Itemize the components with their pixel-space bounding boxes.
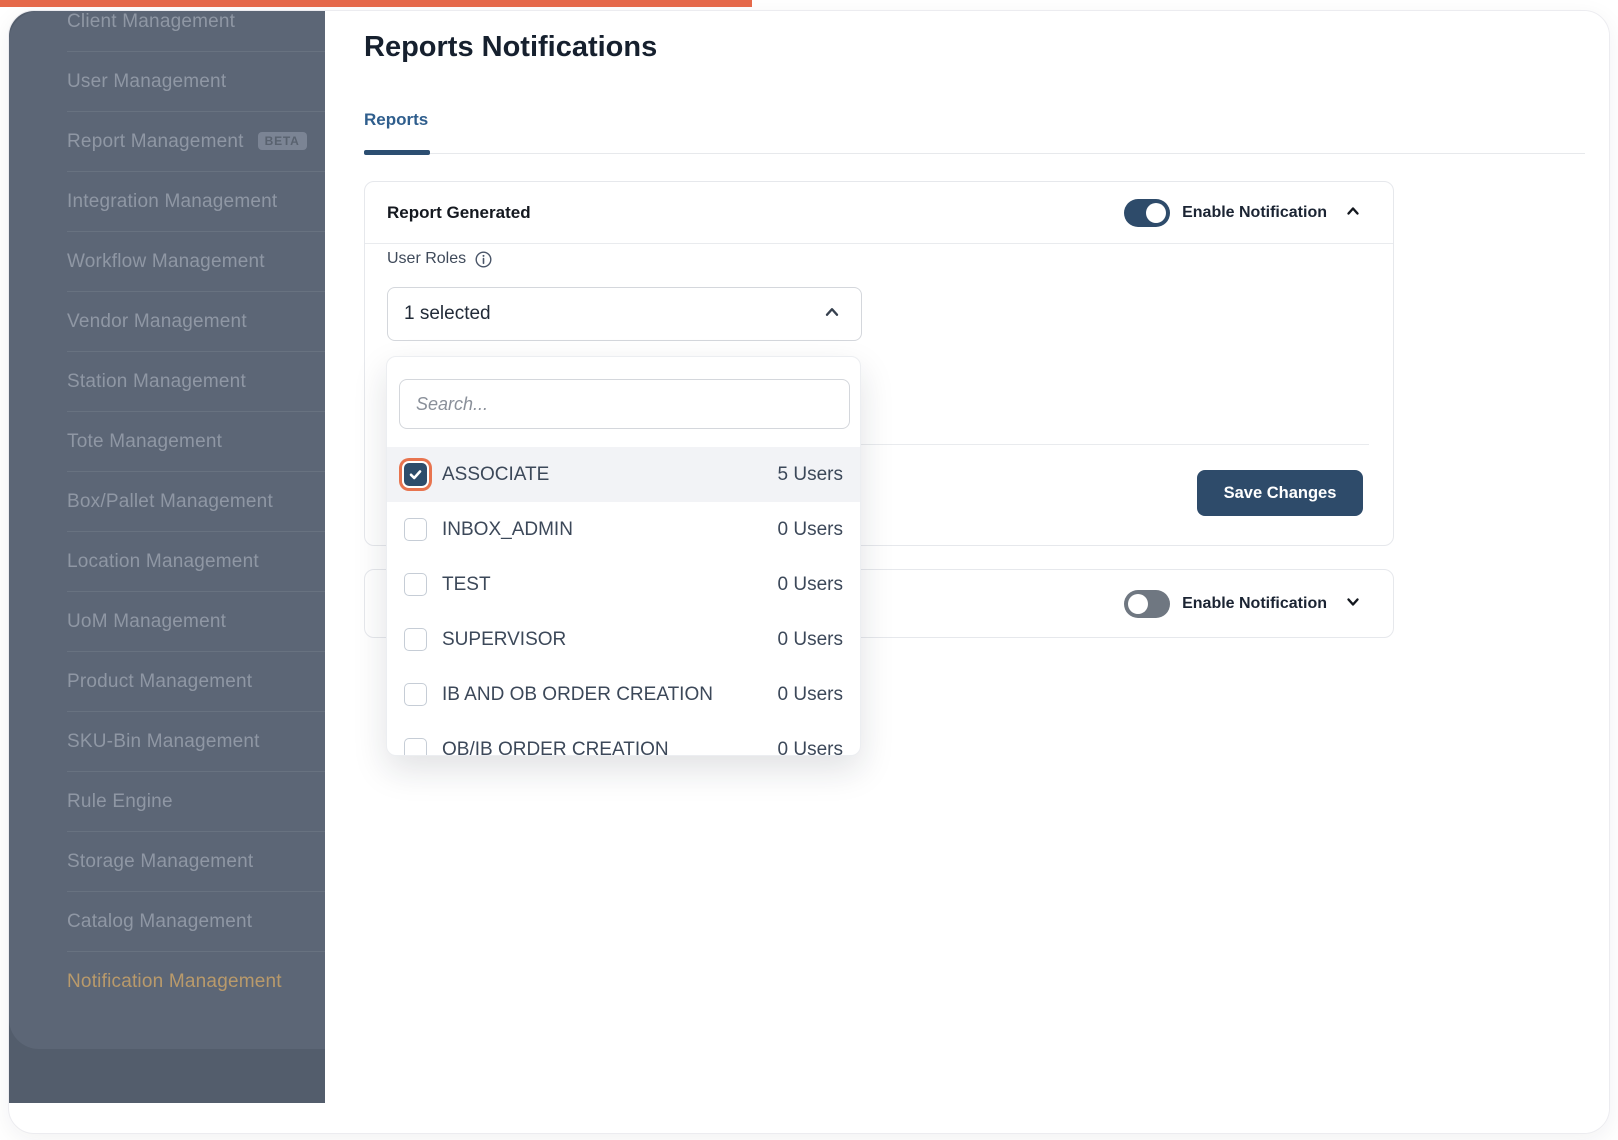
checkbox-icon[interactable]	[404, 628, 427, 651]
sidebar-item-report-management[interactable]: Report Management BETA	[9, 112, 325, 172]
second-card-controls: Enable Notification	[1124, 589, 1363, 618]
role-option-label: ASSOCIATE	[442, 463, 550, 485]
sidebar-menu-list: Client Management User Management Report M…	[9, 11, 325, 1012]
search-input[interactable]	[399, 379, 850, 429]
role-option-label: INBOX_ADMIN	[442, 518, 573, 540]
role-user-count: 0 Users	[777, 518, 843, 540]
save-changes-button[interactable]: Save Changes	[1197, 470, 1363, 516]
sidebar-item-label: Vendor Management	[67, 311, 247, 332]
beta-badge: BETA	[257, 132, 307, 150]
sidebar-item-product-management[interactable]: Product Management	[9, 652, 325, 712]
sidebar-item-catalog-management[interactable]: Catalog Management	[9, 892, 325, 952]
chevron-up-icon	[823, 303, 841, 326]
chevron-down-icon	[1345, 594, 1361, 613]
checkbox-icon[interactable]	[404, 683, 427, 706]
sidebar-item-box-pallet-management[interactable]: Box/Pallet Management	[9, 472, 325, 532]
roles-list: ASSOCIATE 5 Users INBOX_ADMIN 0 Users TEST 0 …	[387, 447, 860, 756]
sidebar-item-label: Notification Management	[67, 971, 282, 992]
sidebar-item-label: Product Management	[67, 671, 253, 692]
role-user-count: 0 Users	[777, 573, 843, 595]
page-title: Reports Notifications	[364, 31, 658, 63]
sidebar: Client Management User Management Report M…	[9, 11, 325, 1103]
user-roles-dropdown: ASSOCIATE 5 Users INBOX_ADMIN 0 Users TEST 0 …	[386, 356, 861, 756]
toggle-knob	[1146, 202, 1167, 223]
sidebar-item-label: User Management	[67, 71, 227, 92]
role-option-label: TEST	[442, 573, 491, 595]
enable-notification-toggle[interactable]	[1124, 589, 1171, 618]
checkbox-icon[interactable]	[404, 573, 427, 596]
user-roles-label: User Roles	[387, 250, 467, 267]
enable-notification-label: Enable Notification	[1182, 203, 1327, 221]
enable-notification-toggle[interactable]	[1124, 198, 1171, 227]
tab-bar-divider	[364, 153, 1585, 154]
sidebar-item-client-management[interactable]: Client Management	[9, 11, 325, 52]
role-option-ib-and-ob-order-creation[interactable]: IB AND OB ORDER CREATION 0 Users	[387, 667, 860, 722]
sidebar-menu-panel: Client Management User Management Report M…	[9, 11, 325, 1049]
sidebar-item-user-management[interactable]: User Management	[9, 52, 325, 112]
role-user-count: 5 Users	[777, 463, 843, 485]
checkbox-checked-icon[interactable]	[404, 463, 427, 486]
chevron-up-icon	[1345, 203, 1361, 222]
sidebar-item-label: Box/Pallet Management	[67, 491, 273, 512]
sidebar-item-label: Tote Management	[67, 431, 223, 452]
sidebar-item-station-management[interactable]: Station Management	[9, 352, 325, 412]
loading-progress-bar	[0, 0, 752, 7]
sidebar-item-tote-management[interactable]: Tote Management	[9, 412, 325, 472]
sidebar-item-label: Integration Management	[67, 191, 278, 212]
checkbox-icon[interactable]	[404, 738, 427, 755]
sidebar-item-vendor-management[interactable]: Vendor Management	[9, 292, 325, 352]
collapse-card-button[interactable]	[1343, 201, 1363, 224]
sidebar-item-uom-management[interactable]: UoM Management	[9, 592, 325, 652]
toggle-knob	[1128, 593, 1149, 614]
expand-card-button[interactable]	[1343, 592, 1363, 615]
sidebar-item-label: UoM Management	[67, 611, 227, 632]
role-option-ob-ib-order-creation[interactable]: OB/IB ORDER CREATION 0 Users	[387, 722, 860, 756]
tab-active-underline	[364, 150, 430, 155]
sidebar-item-storage-management[interactable]: Storage Management	[9, 832, 325, 892]
app-window: Client Management User Management Report M…	[8, 10, 1610, 1134]
user-roles-select[interactable]: 1 selected	[387, 287, 862, 341]
sidebar-item-integration-management[interactable]: Integration Management	[9, 172, 325, 232]
sidebar-item-label: Report Management	[67, 131, 244, 152]
main-content: Reports Notifications Reports Report Gen…	[325, 11, 1609, 1133]
sidebar-item-workflow-management[interactable]: Workflow Management	[9, 232, 325, 292]
card-footer-divider	[389, 444, 1369, 445]
tab-reports[interactable]: Reports	[364, 110, 429, 129]
sidebar-item-label: SKU-Bin Management	[67, 731, 260, 752]
role-user-count: 0 Users	[777, 628, 843, 650]
sidebar-item-sku-bin-management[interactable]: SKU-Bin Management	[9, 712, 325, 772]
sidebar-item-label: Location Management	[67, 551, 259, 572]
report-generated-controls: Enable Notification	[1124, 198, 1363, 227]
role-option-test[interactable]: TEST 0 Users	[387, 557, 860, 612]
role-option-inbox-admin[interactable]: INBOX_ADMIN 0 Users	[387, 502, 860, 557]
sidebar-item-label: Storage Management	[67, 851, 254, 872]
user-roles-row: User Roles	[387, 250, 492, 268]
sidebar-item-label: Workflow Management	[67, 251, 265, 272]
checkbox-icon[interactable]	[404, 518, 427, 541]
sidebar-item-label: Catalog Management	[67, 911, 253, 932]
role-user-count: 0 Users	[777, 683, 843, 705]
role-option-label: OB/IB ORDER CREATION	[442, 738, 669, 756]
role-user-count: 0 Users	[777, 738, 843, 756]
info-icon[interactable]	[475, 250, 492, 268]
role-option-supervisor[interactable]: SUPERVISOR 0 Users	[387, 612, 860, 667]
sidebar-item-label: Rule Engine	[67, 791, 173, 812]
enable-notification-label: Enable Notification	[1182, 594, 1327, 612]
report-generated-title: Report Generated	[387, 202, 531, 222]
sidebar-item-location-management[interactable]: Location Management	[9, 532, 325, 592]
sidebar-item-rule-engine[interactable]: Rule Engine	[9, 772, 325, 832]
user-roles-select-value: 1 selected	[404, 303, 491, 324]
role-option-label: IB AND OB ORDER CREATION	[442, 683, 713, 705]
sidebar-item-notification-management[interactable]: Notification Management	[9, 952, 325, 1012]
role-option-associate[interactable]: ASSOCIATE 5 Users	[387, 447, 860, 502]
sidebar-item-label: Client Management	[67, 11, 236, 32]
role-option-label: SUPERVISOR	[442, 628, 567, 650]
report-generated-card-header: Report Generated Enable Notification	[365, 182, 1393, 244]
sidebar-item-label: Station Management	[67, 371, 246, 392]
